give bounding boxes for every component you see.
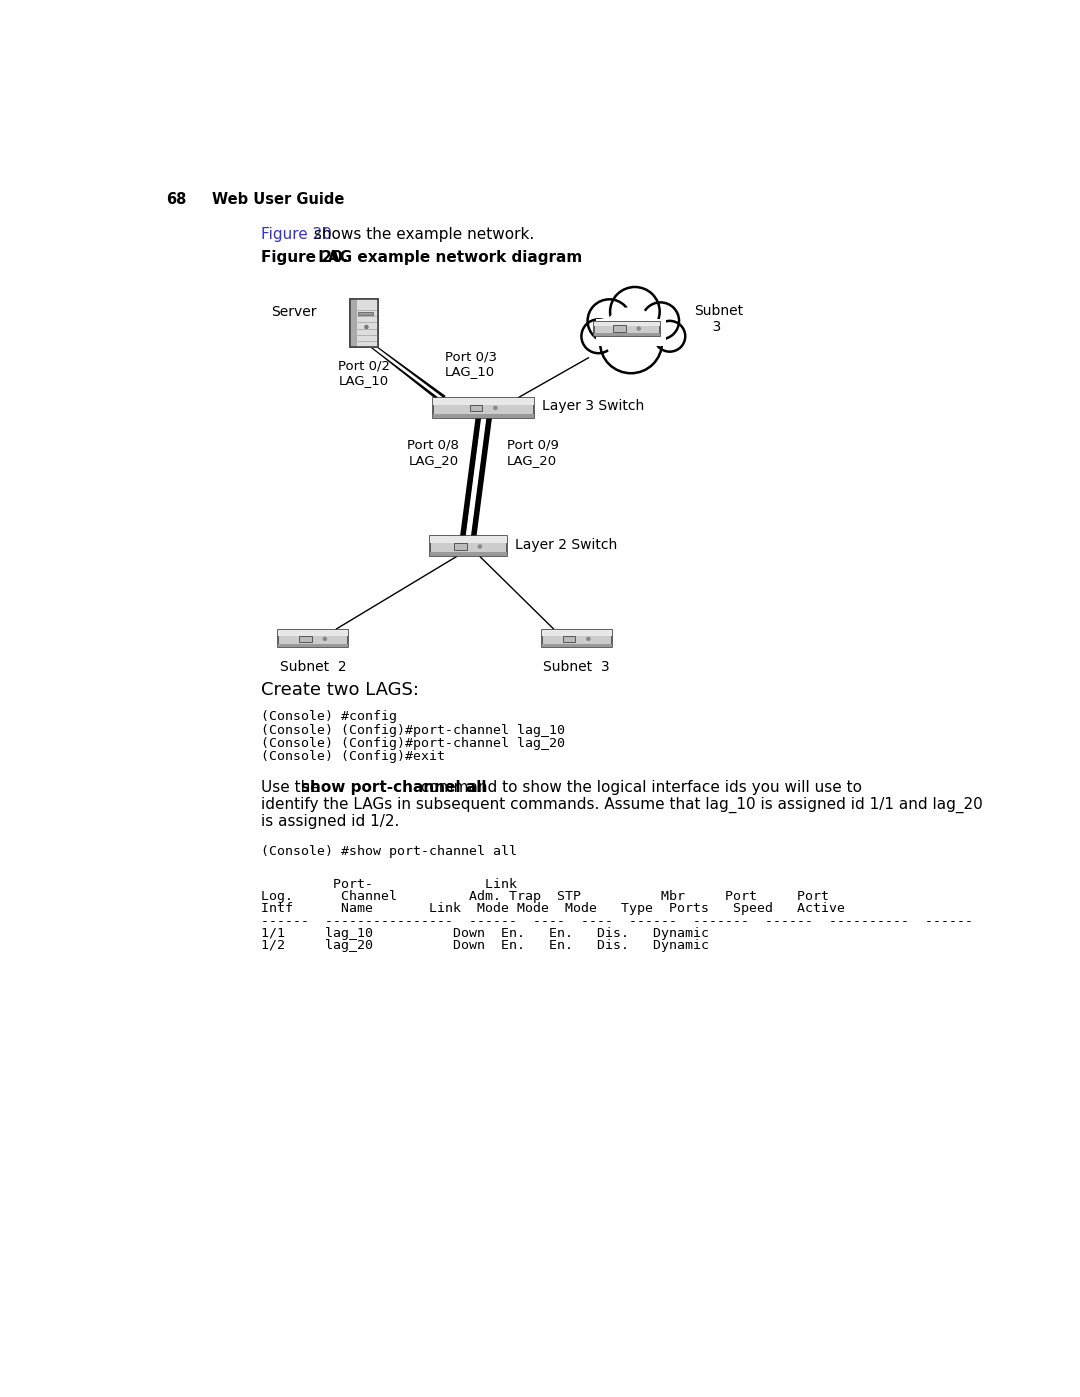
Circle shape (365, 326, 368, 328)
Circle shape (581, 320, 616, 353)
FancyBboxPatch shape (356, 299, 378, 346)
Text: ------  ----------------  ------  ----  ----  ------  -------  ------  ---------: ------ ---------------- ------ ---- ----… (260, 915, 973, 928)
FancyBboxPatch shape (359, 313, 374, 316)
Text: Log.      Channel         Adm. Trap  STP          Mbr     Port     Port: Log. Channel Adm. Trap STP Mbr Port Port (260, 890, 828, 902)
Text: (Console) #show port-channel all: (Console) #show port-channel all (260, 845, 516, 858)
FancyBboxPatch shape (594, 332, 660, 335)
Text: Figure 20.: Figure 20. (260, 250, 348, 265)
Circle shape (654, 321, 685, 352)
FancyBboxPatch shape (470, 405, 482, 411)
Text: Port 0/8
LAG_20: Port 0/8 LAG_20 (407, 439, 459, 467)
Text: Use the: Use the (260, 780, 324, 795)
Text: 1/2     lag_20          Down  En.   En.   Dis.   Dynamic: 1/2 lag_20 Down En. En. Dis. Dynamic (260, 939, 708, 953)
FancyBboxPatch shape (596, 320, 666, 346)
Text: Intf      Name       Link  Mode Mode  Mode   Type  Ports   Speed   Active: Intf Name Link Mode Mode Mode Type Ports… (260, 902, 845, 915)
Text: is assigned id 1/2.: is assigned id 1/2. (260, 813, 399, 828)
Circle shape (604, 307, 658, 362)
Text: Figure 20: Figure 20 (260, 226, 332, 242)
FancyBboxPatch shape (299, 636, 312, 643)
FancyBboxPatch shape (455, 543, 467, 549)
FancyBboxPatch shape (542, 630, 611, 637)
FancyBboxPatch shape (279, 630, 348, 647)
Text: Layer 2 Switch: Layer 2 Switch (515, 538, 617, 552)
Circle shape (610, 286, 660, 337)
Text: Port 0/9
LAG_20: Port 0/9 LAG_20 (507, 439, 558, 467)
FancyBboxPatch shape (542, 644, 611, 647)
Text: (Console) (Config)#port-channel lag_10: (Console) (Config)#port-channel lag_10 (260, 724, 565, 736)
Circle shape (586, 637, 590, 640)
FancyBboxPatch shape (433, 398, 535, 405)
Circle shape (478, 545, 482, 548)
Circle shape (637, 327, 640, 330)
Text: Create two LAGS:: Create two LAGS: (260, 682, 419, 700)
FancyBboxPatch shape (350, 299, 378, 346)
Text: 68: 68 (166, 193, 187, 207)
Text: Subnet
    3: Subnet 3 (694, 305, 744, 334)
Text: show port-channel all: show port-channel all (301, 780, 486, 795)
Text: 1/1     lag_10          Down  En.   En.   Dis.   Dynamic: 1/1 lag_10 Down En. En. Dis. Dynamic (260, 926, 708, 940)
Text: Port-              Link: Port- Link (260, 877, 516, 890)
Text: LAG example network diagram: LAG example network diagram (313, 250, 582, 265)
FancyBboxPatch shape (430, 536, 507, 556)
Text: (Console) #config: (Console) #config (260, 711, 396, 724)
Text: (Console) (Config)#exit: (Console) (Config)#exit (260, 750, 445, 763)
FancyBboxPatch shape (563, 636, 576, 643)
FancyBboxPatch shape (430, 536, 507, 543)
FancyBboxPatch shape (279, 630, 348, 637)
Circle shape (494, 407, 497, 409)
Text: identify the LAGs in subsequent commands. Assume that lag_10 is assigned id 1/1 : identify the LAGs in subsequent commands… (260, 796, 983, 813)
FancyBboxPatch shape (594, 321, 660, 335)
Text: Port 0/2
LAG_10: Port 0/2 LAG_10 (338, 359, 390, 387)
FancyBboxPatch shape (433, 398, 535, 418)
Text: (Console) (Config)#port-channel lag_20: (Console) (Config)#port-channel lag_20 (260, 736, 565, 750)
Text: Subnet  3: Subnet 3 (543, 661, 610, 675)
FancyBboxPatch shape (433, 414, 535, 418)
Text: Web User Guide: Web User Guide (213, 193, 345, 207)
FancyBboxPatch shape (430, 552, 507, 556)
FancyBboxPatch shape (594, 321, 660, 327)
Text: Port 0/3
LAG_10: Port 0/3 LAG_10 (445, 351, 497, 379)
Text: Layer 3 Switch: Layer 3 Switch (542, 400, 644, 414)
Circle shape (600, 312, 662, 373)
Circle shape (642, 302, 679, 339)
Circle shape (323, 637, 326, 640)
Text: shows the example network.: shows the example network. (309, 226, 534, 242)
FancyBboxPatch shape (542, 630, 611, 647)
Text: Server: Server (272, 305, 318, 319)
FancyBboxPatch shape (350, 299, 356, 346)
Text: command to show the logical interface ids you will use to: command to show the logical interface id… (416, 780, 862, 795)
FancyBboxPatch shape (279, 644, 348, 647)
Text: Subnet  2: Subnet 2 (280, 661, 347, 675)
FancyBboxPatch shape (613, 326, 625, 331)
Circle shape (588, 299, 631, 342)
